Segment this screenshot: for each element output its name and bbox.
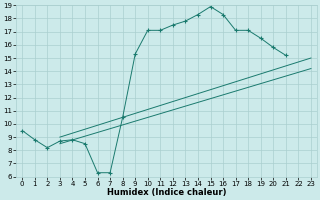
X-axis label: Humidex (Indice chaleur): Humidex (Indice chaleur) [107, 188, 226, 197]
